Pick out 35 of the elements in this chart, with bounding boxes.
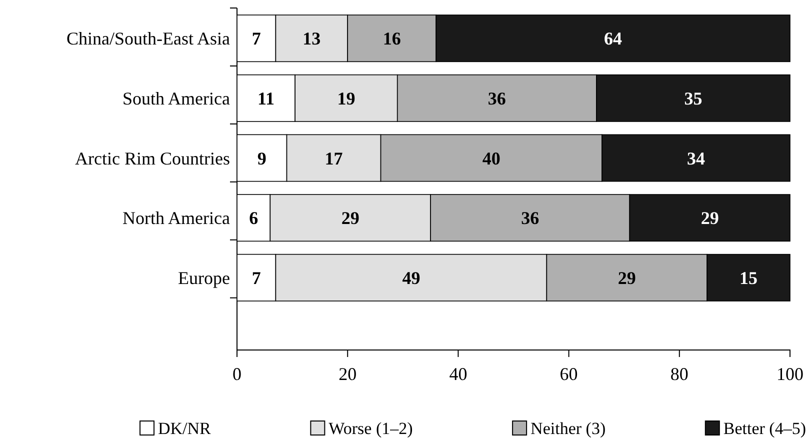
x-tick-label: 100 [776, 364, 804, 384]
data-label: 40 [482, 148, 500, 168]
data-label: 36 [488, 88, 506, 108]
y-tick-label: China/South-East Asia [66, 28, 230, 49]
data-label: 9 [257, 148, 266, 168]
data-label: 19 [337, 88, 356, 108]
data-label: 13 [302, 28, 321, 49]
data-label: 15 [740, 268, 758, 288]
legend-label: Better (4–5) [723, 418, 806, 438]
data-label: 29 [618, 268, 636, 288]
legend-label: Worse (1–2) [328, 418, 413, 438]
data-label: 17 [324, 148, 343, 168]
x-tick-label: 0 [232, 364, 242, 384]
x-tick-label: 20 [338, 364, 357, 384]
data-label: 11 [258, 88, 275, 108]
data-label: 29 [341, 208, 360, 228]
x-tick-label: 80 [670, 364, 688, 384]
data-label: 7 [252, 28, 261, 49]
data-label: 29 [700, 208, 719, 228]
data-label: 16 [382, 28, 401, 49]
data-label: 64 [604, 28, 622, 49]
data-label: 7 [252, 268, 261, 288]
data-label: 49 [402, 268, 420, 288]
x-tick-label: 40 [449, 364, 468, 384]
y-tick-label: Arctic Rim Countries [75, 148, 230, 168]
data-label: 6 [249, 208, 258, 228]
legend-label: Neither (3) [530, 418, 606, 438]
y-tick-label: North America [122, 208, 230, 228]
data-label: 35 [684, 88, 702, 108]
y-tick-label: Europe [178, 268, 230, 288]
y-tick-label: South America [122, 88, 230, 108]
data-label: 36 [521, 208, 540, 228]
legend-label: DK/NR [158, 418, 212, 438]
data-label: 34 [686, 148, 705, 168]
x-tick-label: 60 [560, 364, 578, 384]
